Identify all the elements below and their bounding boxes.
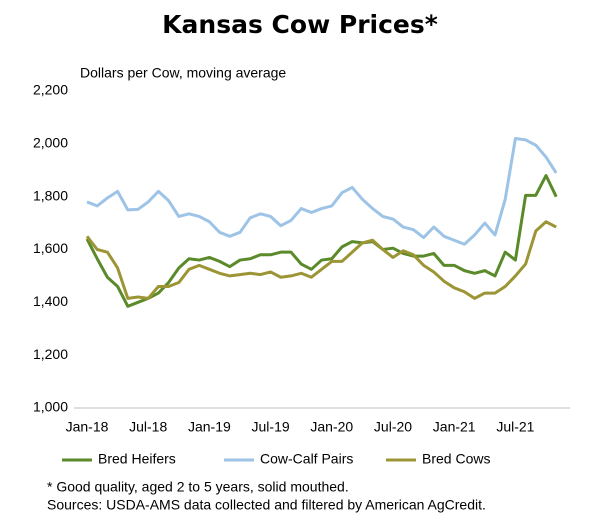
footnote: Sources: USDA-AMS data collected and fil…: [47, 497, 486, 513]
y-tick-label: 1,200: [33, 346, 68, 362]
x-tick-label: Jul-20: [374, 419, 412, 435]
legend-label: Cow-Calf Pairs: [260, 451, 353, 467]
chart-title: Kansas Cow Prices*: [162, 10, 438, 39]
legend-label: Bred Heifers: [98, 451, 176, 467]
y-tick-label: 1,000: [33, 399, 68, 415]
x-tick-label: Jan-21: [433, 419, 476, 435]
x-tick-label: Jul-21: [496, 419, 534, 435]
y-axis-label: Dollars per Cow, moving average: [80, 65, 286, 81]
footnote: * Good quality, aged 2 to 5 years, solid…: [47, 479, 349, 495]
x-tick-label: Jan-20: [310, 419, 353, 435]
series-line: [86, 137, 558, 246]
y-tick-label: 1,600: [33, 240, 68, 256]
x-tick-label: Jan-18: [66, 419, 109, 435]
series-line: [85, 220, 557, 300]
y-tick-label: 2,000: [33, 135, 68, 151]
legend-label: Bred Cows: [422, 451, 490, 467]
y-tick-label: 1,400: [33, 293, 68, 309]
x-tick-label: Jan-19: [188, 419, 231, 435]
x-tick-label: Jul-19: [252, 419, 290, 435]
y-tick-label: 2,200: [33, 82, 68, 98]
y-tick-label: 1,800: [33, 187, 68, 203]
x-tick-label: Jul-18: [129, 419, 167, 435]
